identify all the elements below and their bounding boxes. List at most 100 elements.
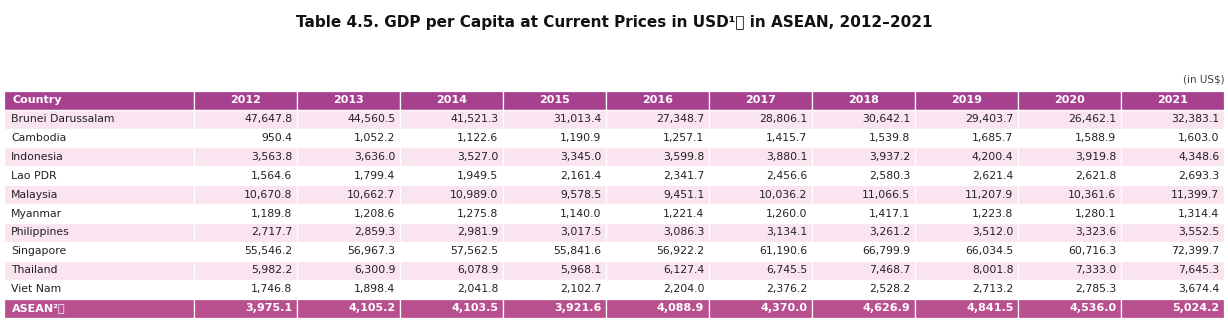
Bar [400, 242, 503, 261]
Text: 2,580.3: 2,580.3 [869, 171, 910, 181]
Text: 2013: 2013 [333, 95, 365, 105]
Text: 3,919.8: 3,919.8 [1076, 152, 1116, 162]
Bar [607, 185, 710, 204]
Text: 3,599.8: 3,599.8 [663, 152, 705, 162]
Text: 31,013.4: 31,013.4 [553, 114, 602, 124]
Text: 9,451.1: 9,451.1 [663, 190, 705, 200]
Text: 3,674.4: 3,674.4 [1178, 284, 1219, 294]
Bar [812, 166, 915, 185]
Text: 1,275.8: 1,275.8 [457, 209, 499, 219]
Text: Singapore: Singapore [11, 246, 66, 256]
Bar [503, 110, 607, 129]
Text: 4,841.5: 4,841.5 [966, 303, 1013, 313]
Text: 3,527.0: 3,527.0 [457, 152, 499, 162]
Text: 1,122.6: 1,122.6 [457, 133, 499, 143]
Text: 4,105.2: 4,105.2 [349, 303, 395, 313]
Text: 950.4: 950.4 [262, 133, 292, 143]
Text: Malaysia: Malaysia [11, 190, 59, 200]
Text: 4,626.9: 4,626.9 [862, 303, 910, 313]
Bar [297, 91, 400, 110]
Bar [194, 166, 297, 185]
Bar [4, 242, 194, 261]
Text: 10,662.7: 10,662.7 [348, 190, 395, 200]
Bar [915, 166, 1018, 185]
Bar [607, 204, 710, 223]
Bar [710, 91, 812, 110]
Text: 2,621.8: 2,621.8 [1076, 171, 1116, 181]
Text: ASEAN²⦾: ASEAN²⦾ [12, 303, 66, 313]
Bar [503, 299, 607, 318]
Text: 10,361.6: 10,361.6 [1068, 190, 1116, 200]
Bar [1121, 129, 1224, 147]
Bar [194, 242, 297, 261]
Bar [1121, 261, 1224, 280]
Bar [503, 242, 607, 261]
Bar [915, 110, 1018, 129]
Text: 30,642.1: 30,642.1 [862, 114, 910, 124]
Text: 2,621.4: 2,621.4 [973, 171, 1013, 181]
Bar [1121, 147, 1224, 166]
Bar [297, 261, 400, 280]
Text: 1,260.0: 1,260.0 [766, 209, 807, 219]
Text: 55,841.6: 55,841.6 [554, 246, 602, 256]
Text: Myanmar: Myanmar [11, 209, 63, 219]
Bar [812, 223, 915, 242]
Bar [297, 280, 400, 299]
Bar [503, 147, 607, 166]
Bar [194, 110, 297, 129]
Text: Philippines: Philippines [11, 227, 70, 237]
Bar [297, 223, 400, 242]
Text: 1,415.7: 1,415.7 [766, 133, 807, 143]
Text: 1,685.7: 1,685.7 [973, 133, 1013, 143]
Bar [710, 166, 812, 185]
Bar [1121, 110, 1224, 129]
Bar [1018, 166, 1121, 185]
Text: 2,376.2: 2,376.2 [766, 284, 807, 294]
Text: 2012: 2012 [231, 95, 262, 105]
Bar [400, 261, 503, 280]
Text: 2020: 2020 [1055, 95, 1086, 105]
Bar [915, 185, 1018, 204]
Bar [503, 129, 607, 147]
Text: 10,670.8: 10,670.8 [244, 190, 292, 200]
Text: Table 4.5. GDP per Capita at Current Prices in USD¹⦾ in ASEAN, 2012–2021: Table 4.5. GDP per Capita at Current Pri… [296, 15, 932, 29]
Bar [812, 147, 915, 166]
Bar [1018, 91, 1121, 110]
Bar [297, 129, 400, 147]
Bar [297, 185, 400, 204]
Text: 4,088.9: 4,088.9 [657, 303, 705, 313]
Text: 3,975.1: 3,975.1 [246, 303, 292, 313]
Text: Cambodia: Cambodia [11, 133, 66, 143]
Bar [4, 129, 194, 147]
Bar [503, 223, 607, 242]
Text: Thailand: Thailand [11, 265, 58, 275]
Bar [607, 242, 710, 261]
Text: 6,300.9: 6,300.9 [354, 265, 395, 275]
Text: 4,536.0: 4,536.0 [1070, 303, 1116, 313]
Text: 2016: 2016 [642, 95, 673, 105]
Text: 1,564.6: 1,564.6 [251, 171, 292, 181]
Text: 1,052.2: 1,052.2 [354, 133, 395, 143]
Text: 66,799.9: 66,799.9 [862, 246, 910, 256]
Bar [915, 204, 1018, 223]
Bar [710, 280, 812, 299]
Text: 4,370.0: 4,370.0 [760, 303, 807, 313]
Text: 1,257.1: 1,257.1 [663, 133, 705, 143]
Text: 2,713.2: 2,713.2 [973, 284, 1013, 294]
Text: 3,921.6: 3,921.6 [554, 303, 602, 313]
Bar [812, 261, 915, 280]
Bar [915, 280, 1018, 299]
Bar [710, 223, 812, 242]
Bar [710, 204, 812, 223]
Text: 3,345.0: 3,345.0 [560, 152, 602, 162]
Text: 5,968.1: 5,968.1 [560, 265, 602, 275]
Text: 72,399.7: 72,399.7 [1172, 246, 1219, 256]
Text: 32,383.1: 32,383.1 [1172, 114, 1219, 124]
Text: 2018: 2018 [849, 95, 879, 105]
Text: 11,399.7: 11,399.7 [1172, 190, 1219, 200]
Bar [503, 280, 607, 299]
Bar [1018, 185, 1121, 204]
Bar [1121, 185, 1224, 204]
Bar [1121, 204, 1224, 223]
Bar [1121, 299, 1224, 318]
